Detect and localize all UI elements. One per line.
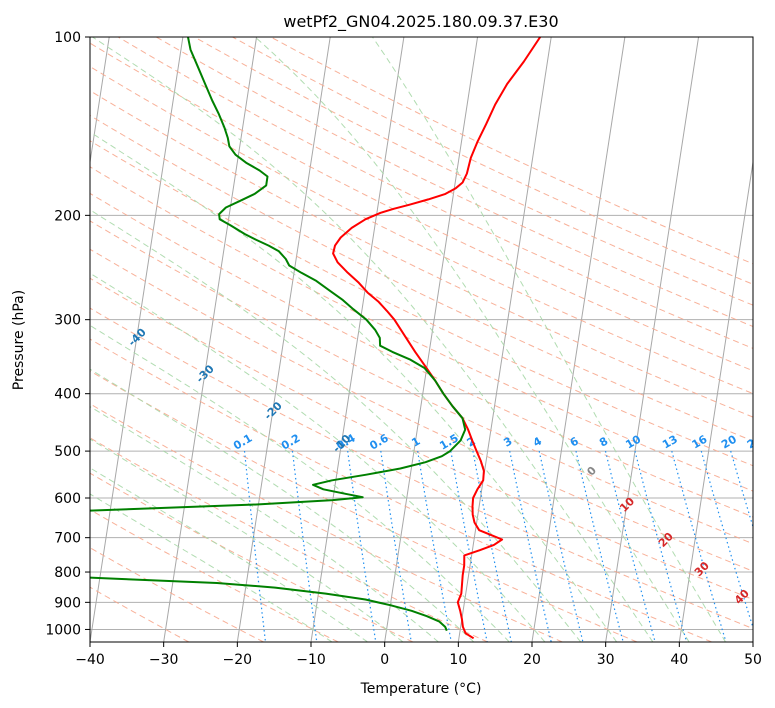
- x-tick-label: 50: [744, 652, 762, 668]
- dry-adiabat-line: [90, 437, 488, 642]
- moist-adiabat-line: [90, 493, 333, 642]
- y-tick-label: 600: [54, 491, 81, 507]
- y-axis-title: Pressure (hPa): [11, 290, 27, 390]
- isotherm-line: [605, 37, 700, 642]
- x-tick-label: 0: [380, 652, 389, 668]
- isotherm-line: [90, 37, 184, 642]
- moist-adiabat-line: [90, 131, 618, 642]
- mixing-ratio-line: [291, 451, 318, 642]
- plot-area: 0.10.20.40.611.52346810131620253036-100-…: [90, 37, 765, 642]
- dry-adiabat-line: [117, 37, 753, 349]
- y-tick-label: 900: [54, 595, 81, 611]
- mixing-ratio-line: [671, 450, 727, 642]
- mixing-ratio-line: [575, 450, 624, 642]
- dry-adiabat-line: [270, 37, 753, 265]
- dewpoint-profile-line: [90, 37, 467, 632]
- mixing-ratio-line: [347, 451, 377, 642]
- moist-adiabat-line: [90, 272, 546, 642]
- y-tick-label: 400: [54, 387, 81, 403]
- mixing-ratio-line: [243, 451, 267, 642]
- plot-frame: [89, 36, 754, 643]
- isotherm-line: [457, 37, 552, 642]
- isotherm-line: [531, 37, 626, 642]
- dry-adiabat-line: [194, 37, 753, 306]
- dry-adiabat-line: [90, 338, 712, 642]
- mixing-ratio-line: [509, 450, 552, 642]
- y-tick-label: 100: [54, 30, 81, 46]
- dry-adiabat-line: [90, 42, 753, 372]
- dry-adiabat-line: [90, 220, 753, 545]
- isotherm-line: [90, 37, 110, 166]
- mixing-ratio-line: [380, 451, 412, 642]
- isotherm-line: [678, 158, 753, 642]
- moist-adiabat-line: [92, 37, 654, 642]
- x-tick-label: −10: [296, 652, 326, 668]
- moist-adiabat-line: [90, 209, 582, 642]
- moist-adiabat-line: [90, 467, 368, 642]
- x-tick-label: −40: [75, 652, 105, 668]
- moist-adiabat-line: [90, 438, 404, 642]
- x-axis-title: Temperature (°C): [360, 681, 482, 697]
- moist-adiabat-line: [254, 37, 690, 642]
- mixing-ratio-line: [450, 450, 488, 642]
- mixing-ratio-line: [634, 450, 688, 642]
- dry-adiabat-line: [90, 248, 753, 572]
- y-tick-label: 300: [54, 313, 81, 329]
- y-tick-label: 1000: [45, 622, 81, 638]
- mixing-ratio-line: [417, 451, 452, 642]
- mixing-ratio-label: 25: [745, 433, 765, 452]
- y-tick-label: 500: [54, 444, 81, 460]
- dry-adiabat-line: [156, 37, 753, 328]
- x-tick-label: 30: [597, 652, 615, 668]
- x-tick-label: −20: [223, 652, 253, 668]
- mixing-ratio-line: [604, 450, 656, 642]
- isotherm-line: [384, 37, 479, 642]
- x-tick-label: 40: [670, 652, 688, 668]
- moist-adiabat-line: [90, 324, 510, 642]
- y-tick-label: 800: [54, 565, 81, 581]
- axes: −40 −30 −20 −10 0 10 20 30 40 50 100 200 300 400 500 60…: [45, 30, 762, 668]
- y-tick-label: 700: [54, 531, 81, 547]
- dry-adiabat-line: [232, 37, 753, 285]
- moist-adiabat-line: [371, 37, 726, 642]
- x-tick-label: 10: [449, 652, 467, 668]
- x-tick-label: −30: [149, 652, 179, 668]
- isotherm-line: [163, 37, 258, 642]
- mixing-ratio-line: [538, 450, 584, 642]
- y-tick-label: 200: [54, 208, 81, 224]
- dry-adiabat-line: [90, 307, 753, 630]
- x-tick-label: 20: [523, 652, 541, 668]
- mixing-ratio-line: [700, 450, 753, 630]
- chart-title: wetPf2_GN04.2025.180.09.37.E30: [283, 12, 558, 32]
- isotherm-line: [310, 37, 405, 642]
- mixing-ratio-line: [472, 450, 512, 642]
